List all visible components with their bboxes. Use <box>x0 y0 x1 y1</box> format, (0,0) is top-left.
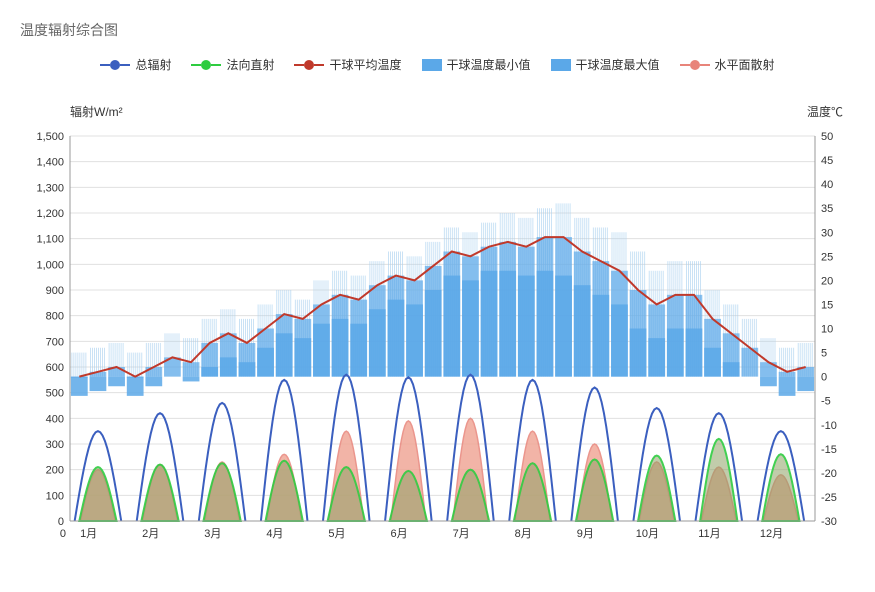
svg-text:8月: 8月 <box>515 528 532 540</box>
svg-text:1,300: 1,300 <box>36 182 64 194</box>
svg-text:500: 500 <box>46 388 64 400</box>
svg-text:-10: -10 <box>821 420 837 432</box>
svg-text:300: 300 <box>46 439 64 451</box>
y-left-title: 辐射W/m² <box>70 103 123 120</box>
svg-text:400: 400 <box>46 413 64 425</box>
legend-item-3[interactable]: 干球温度最小值 <box>422 56 531 73</box>
svg-text:1,000: 1,000 <box>36 259 64 271</box>
chart-area: 辐射W/m² 温度℃ 01002003004005006007008009001… <box>20 103 855 546</box>
svg-text:50: 50 <box>821 131 833 143</box>
svg-text:1,400: 1,400 <box>36 157 64 169</box>
svg-text:40: 40 <box>821 179 833 191</box>
svg-text:20: 20 <box>821 275 833 287</box>
svg-text:30: 30 <box>821 227 833 239</box>
legend: 总辐射 法向直射 干球平均温度 干球温度最小值 干球温度最大值 水平面散射 <box>20 56 855 73</box>
svg-text:5月: 5月 <box>328 528 345 540</box>
svg-text:-20: -20 <box>821 468 837 480</box>
svg-text:1,500: 1,500 <box>36 131 64 143</box>
legend-item-2[interactable]: 干球平均温度 <box>294 56 401 73</box>
svg-text:25: 25 <box>821 251 833 263</box>
chart-svg: 01002003004005006007008009001,0001,1001,… <box>20 126 855 546</box>
svg-text:11月: 11月 <box>698 528 720 540</box>
legend-item-4[interactable]: 干球温度最大值 <box>551 56 660 73</box>
svg-text:100: 100 <box>46 490 64 502</box>
y-right-title: 温度℃ <box>807 103 843 120</box>
svg-text:10月: 10月 <box>636 528 659 540</box>
svg-text:10: 10 <box>821 324 833 336</box>
svg-text:3月: 3月 <box>204 528 221 540</box>
svg-text:0: 0 <box>58 516 64 528</box>
svg-text:1月: 1月 <box>80 528 97 540</box>
svg-text:0: 0 <box>821 372 827 384</box>
svg-text:600: 600 <box>46 362 64 374</box>
svg-text:-5: -5 <box>821 396 831 408</box>
svg-text:15: 15 <box>821 299 833 311</box>
svg-text:6月: 6月 <box>390 528 407 540</box>
svg-text:2月: 2月 <box>142 528 159 540</box>
chart-title: 温度辐射综合图 <box>20 20 855 40</box>
svg-text:200: 200 <box>46 465 64 477</box>
svg-text:0: 0 <box>60 528 66 540</box>
svg-text:-30: -30 <box>821 516 837 528</box>
svg-text:45: 45 <box>821 155 833 167</box>
svg-text:5: 5 <box>821 348 827 360</box>
svg-text:35: 35 <box>821 203 833 215</box>
svg-text:800: 800 <box>46 311 64 323</box>
svg-text:12月: 12月 <box>760 528 783 540</box>
svg-text:700: 700 <box>46 336 64 348</box>
svg-text:1,200: 1,200 <box>36 208 64 220</box>
svg-text:7月: 7月 <box>453 528 470 540</box>
svg-text:-25: -25 <box>821 492 837 504</box>
legend-item-0[interactable]: 总辐射 <box>100 56 171 73</box>
svg-text:4月: 4月 <box>266 528 283 540</box>
svg-text:-15: -15 <box>821 444 837 456</box>
svg-text:9月: 9月 <box>577 528 594 540</box>
svg-text:1,100: 1,100 <box>36 234 64 246</box>
legend-item-1[interactable]: 法向直射 <box>191 56 274 73</box>
svg-text:900: 900 <box>46 285 64 297</box>
legend-item-5[interactable]: 水平面散射 <box>680 56 775 73</box>
